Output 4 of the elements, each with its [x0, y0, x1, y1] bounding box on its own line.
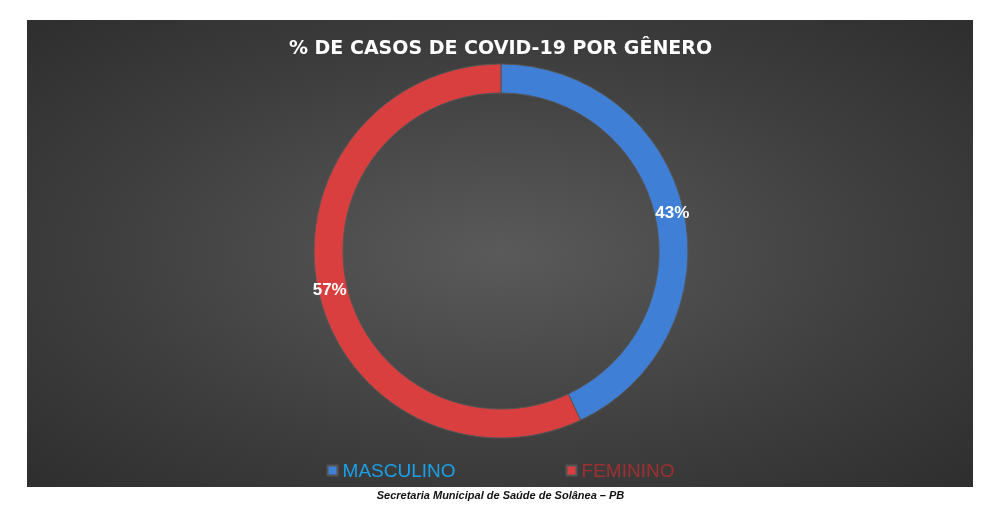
legend-label: FEMININO: [581, 460, 675, 481]
legend-label: MASCULINO: [342, 460, 456, 481]
chart-title: % DE CASOS DE COVID-19 POR GÊNERO: [288, 35, 713, 58]
text: Secretaria Municipal de Saúde de Solânea – PB: [375, 489, 626, 501]
